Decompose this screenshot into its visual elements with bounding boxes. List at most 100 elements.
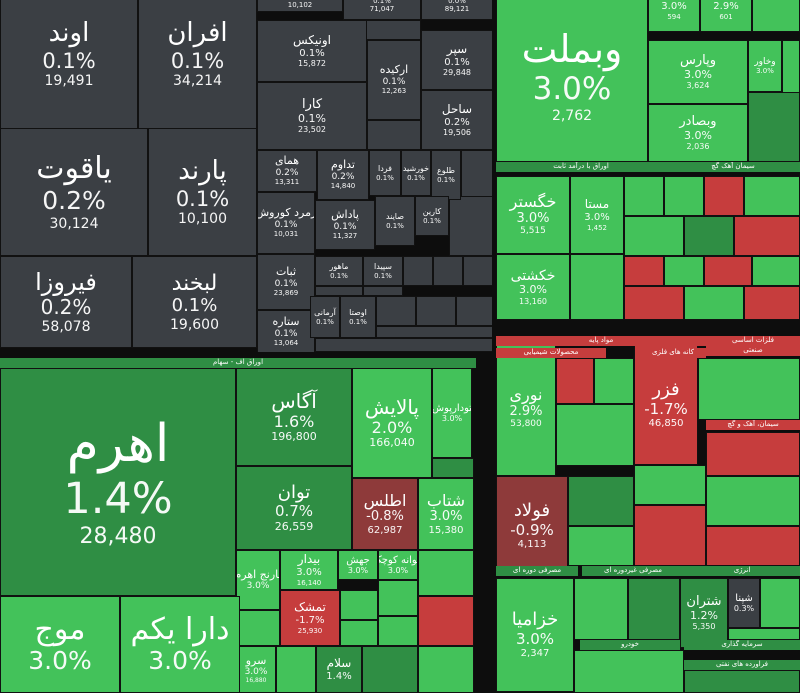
- treemap-tile[interactable]: پاداش 0.1% 11,327: [315, 200, 375, 250]
- treemap-minor-cell[interactable]: [706, 476, 800, 526]
- treemap-minor-cell[interactable]: [433, 256, 463, 286]
- treemap-tile[interactable]: سپر 0.1% 29,848: [421, 30, 493, 90]
- treemap-minor-cell[interactable]: [418, 646, 474, 693]
- treemap-tile[interactable]: اطلس -0.8% 62,987: [352, 478, 418, 550]
- treemap-tile[interactable]: کارا 0.1% 23,502: [257, 82, 367, 150]
- treemap-minor-cell[interactable]: [362, 646, 418, 693]
- treemap-tile[interactable]: طلوع 0.1%: [431, 150, 461, 200]
- treemap-tile[interactable]: فزر -1.7% 46,850: [634, 345, 698, 465]
- treemap-minor-cell[interactable]: [744, 286, 800, 320]
- treemap-minor-cell[interactable]: [574, 650, 684, 693]
- treemap-minor-cell[interactable]: [698, 358, 800, 420]
- treemap-minor-cell[interactable]: [463, 256, 493, 286]
- treemap-minor-cell[interactable]: [684, 670, 800, 693]
- treemap-tile[interactable]: لبخند 0.1% 19,600: [132, 256, 257, 348]
- treemap-tile[interactable]: شتاب 3.0% 15,380: [418, 478, 474, 550]
- treemap-tile[interactable]: اوند 0.1% 19,491: [0, 0, 138, 130]
- treemap-minor-cell[interactable]: [684, 216, 734, 256]
- treemap-minor-cell[interactable]: [624, 176, 664, 216]
- treemap-tile[interactable]: افران 0.1% 34,214: [138, 0, 257, 130]
- treemap-tile[interactable]: پالایش 2.0% 166,040: [352, 368, 432, 478]
- treemap-tile[interactable]: 3.0% 594: [648, 0, 700, 32]
- treemap-tile[interactable]: سلام 1.4%: [316, 646, 362, 693]
- treemap-minor-cell[interactable]: [634, 465, 706, 505]
- treemap-tile[interactable]: اهرم 1.4% 28,480: [0, 368, 236, 596]
- treemap-minor-cell[interactable]: [628, 578, 680, 640]
- treemap-tile[interactable]: سپیدا 0.1%: [363, 256, 403, 286]
- treemap-tile[interactable]: مستا 3.0% 1,452: [570, 176, 624, 254]
- treemap-tile[interactable]: صایند 0.1%: [375, 196, 415, 246]
- treemap-tile[interactable]: ساحل 0.2% 19,506: [421, 90, 493, 150]
- treemap-tile[interactable]: اونیکس 0.1% 15,872: [257, 20, 367, 82]
- treemap-minor-cell[interactable]: [418, 596, 474, 646]
- treemap-tile[interactable]: تودارپوش 3.0%: [432, 368, 472, 458]
- treemap-minor-cell[interactable]: [556, 404, 634, 466]
- treemap-tile[interactable]: فیروزا 0.2% 58,078: [0, 256, 132, 348]
- treemap-tile[interactable]: سرو 3.0% 16,880: [236, 646, 276, 693]
- treemap-minor-cell[interactable]: [376, 296, 416, 326]
- treemap-minor-cell[interactable]: [748, 92, 800, 162]
- treemap-minor-cell[interactable]: [734, 216, 800, 256]
- treemap-minor-cell[interactable]: [568, 476, 634, 526]
- treemap-minor-cell[interactable]: [449, 196, 493, 256]
- treemap-minor-cell[interactable]: [456, 296, 493, 326]
- treemap-minor-cell[interactable]: [376, 326, 493, 338]
- treemap-tile[interactable]: خکشتی 3.0% 13,160: [496, 254, 570, 320]
- treemap-minor-cell[interactable]: [236, 610, 280, 646]
- treemap-tile[interactable]: دارا یکم 3.0%: [120, 596, 240, 693]
- treemap-minor-cell[interactable]: [340, 590, 378, 620]
- treemap-tile[interactable]: ثبات 0.1% 23,869: [257, 254, 315, 310]
- treemap-tile[interactable]: ستاره 0.1% 13,064: [257, 310, 315, 354]
- treemap-minor-cell[interactable]: [315, 338, 493, 352]
- treemap-minor-cell[interactable]: [556, 358, 594, 404]
- treemap-minor-cell[interactable]: [315, 286, 363, 296]
- treemap-minor-cell[interactable]: [568, 526, 634, 566]
- treemap-minor-cell[interactable]: [403, 256, 433, 286]
- treemap-minor-cell[interactable]: [367, 120, 421, 150]
- treemap-tile[interactable]: 0.1% 71,047: [343, 0, 421, 20]
- treemap-minor-cell[interactable]: [704, 176, 744, 216]
- treemap-minor-cell[interactable]: [760, 578, 800, 628]
- treemap-minor-cell[interactable]: [416, 296, 456, 326]
- treemap-minor-cell[interactable]: [363, 286, 403, 296]
- treemap-tile[interactable]: وبصادر 3.0% 2,036: [648, 104, 748, 162]
- treemap-tile[interactable]: زمرد کوروش 0.1% 10,031: [257, 192, 315, 254]
- treemap-tile[interactable]: همای 0.2% 13,311: [257, 150, 317, 192]
- treemap-tile[interactable]: ارکیده 0.1% 12,263: [367, 40, 421, 120]
- treemap-tile[interactable]: توان 0.7% 26,559: [236, 466, 352, 550]
- treemap-minor-cell[interactable]: [752, 256, 800, 286]
- treemap-tile[interactable]: ماهور 0.1%: [315, 256, 363, 286]
- treemap-minor-cell[interactable]: [574, 578, 628, 640]
- treemap-minor-cell[interactable]: [378, 616, 418, 646]
- treemap-minor-cell[interactable]: [664, 256, 704, 286]
- treemap-minor-cell[interactable]: [378, 580, 418, 616]
- treemap-tile[interactable]: بیدار 3.0% 16,140: [280, 550, 338, 590]
- treemap-minor-cell[interactable]: [728, 628, 800, 640]
- treemap-minor-cell[interactable]: [752, 0, 800, 32]
- treemap-minor-cell[interactable]: [744, 176, 800, 216]
- treemap-minor-cell[interactable]: [624, 256, 664, 286]
- treemap-minor-cell[interactable]: [594, 358, 634, 404]
- treemap-minor-cell[interactable]: [461, 150, 493, 198]
- treemap-minor-cell[interactable]: [624, 286, 684, 320]
- treemap-tile[interactable]: 2.9% 601: [700, 0, 752, 32]
- treemap-tile[interactable]: نارنج اهرم 3.0%: [236, 550, 280, 610]
- treemap-minor-cell[interactable]: [706, 526, 800, 566]
- treemap-tile[interactable]: 0.0%10,102: [257, 0, 343, 12]
- treemap-tile[interactable]: خگستر 3.0% 5,515: [496, 176, 570, 254]
- treemap-tile[interactable]: تداوم 0.2% 14,840: [317, 150, 369, 200]
- treemap-tile[interactable]: شپنا 0.3%: [728, 578, 760, 628]
- treemap-tile[interactable]: خزامیا 3.0% 2,347: [496, 578, 574, 692]
- treemap-tile[interactable]: فردا 0.1%: [369, 150, 401, 196]
- treemap-tile[interactable]: موج 3.0%: [0, 596, 120, 693]
- treemap-tile[interactable]: خورشید 0.1%: [401, 150, 431, 196]
- treemap-minor-cell[interactable]: [624, 216, 684, 256]
- treemap-tile[interactable]: جوانه کوچک3.0%: [378, 550, 418, 580]
- treemap-tile[interactable]: وخاور 3.0%: [748, 40, 782, 92]
- treemap-tile[interactable]: اوصتا 0.1%: [340, 296, 376, 338]
- treemap-tile[interactable]: وبملت 3.0% 2,762: [496, 0, 648, 162]
- treemap-tile[interactable]: نوری 2.9% 53,800: [496, 340, 556, 476]
- treemap-tile[interactable]: کارین 0.1%: [415, 196, 449, 236]
- treemap-tile[interactable]: شتران 1.2% 5,350: [680, 578, 728, 648]
- treemap-tile[interactable]: فولاد -0.9% 4,113: [496, 476, 568, 576]
